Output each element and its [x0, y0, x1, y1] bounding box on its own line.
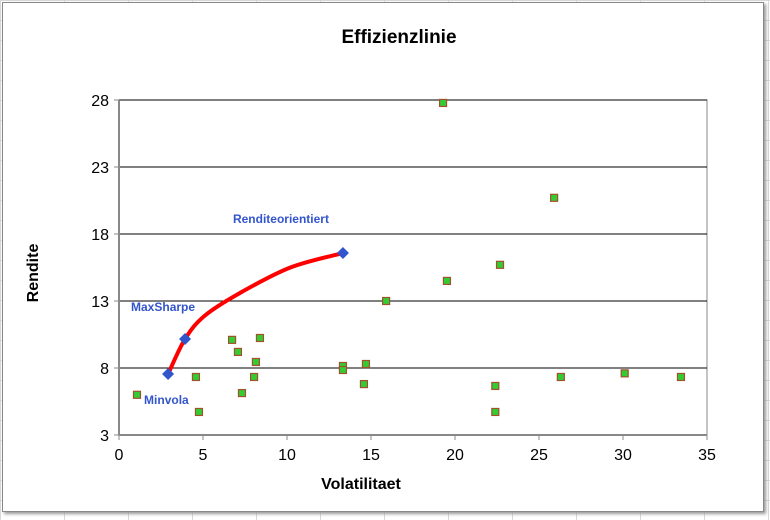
asset-point: [361, 359, 371, 369]
asset-point: [227, 335, 237, 344]
portfolio-label: Renditeorientiert: [233, 212, 329, 226]
y-tick-label: 18: [91, 227, 109, 244]
portfolio-marker: [179, 333, 192, 346]
asset-point: [233, 347, 243, 357]
portfolio-marker: [336, 247, 349, 260]
x-tick-label: 30: [614, 447, 632, 464]
scatter-chart: Effizienzlinie Volatilitaet Rendite 3 8 13…: [25, 27, 716, 493]
asset-point: [382, 296, 391, 306]
asset-point: [191, 372, 201, 382]
x-tick-label: 5: [199, 447, 208, 464]
asset-point: [255, 333, 265, 343]
asset-point: [491, 381, 500, 391]
asset-point: [338, 365, 348, 375]
asset-point: [495, 260, 505, 269]
x-tick-label: 20: [446, 447, 464, 464]
asset-point: [550, 193, 559, 202]
asset-point: [438, 98, 448, 108]
chart-title: Effizienzlinie: [341, 27, 456, 48]
y-tick-label: 28: [91, 93, 109, 110]
y-tick-label: 3: [100, 428, 109, 445]
portfolio-label: Minvola: [144, 393, 189, 407]
asset-point: [620, 369, 629, 378]
asset-point: [194, 407, 204, 417]
asset-point: [676, 372, 686, 382]
plot-area: [118, 99, 708, 436]
y-tick-label: 8: [100, 361, 109, 378]
x-tick-label: 15: [362, 447, 380, 464]
y-tick-label: 23: [91, 160, 109, 177]
asset-point: [237, 388, 247, 398]
chart-area[interactable]: Effizienzlinie Volatilitaet Rendite 3 8 13…: [2, 2, 764, 512]
asset-point: [491, 407, 500, 417]
x-tick-label: 35: [698, 447, 716, 464]
asset-point: [132, 390, 142, 399]
portfolio-marker: [162, 368, 175, 381]
x-tick-label: 10: [278, 447, 296, 464]
y-tick-label: 13: [91, 294, 109, 311]
asset-point: [249, 372, 259, 382]
asset-point: [251, 357, 261, 367]
y-axis-label: Rendite: [25, 244, 42, 303]
asset-point: [556, 372, 565, 382]
x-tick-label: 25: [530, 447, 548, 464]
asset-point: [442, 276, 452, 285]
x-tick-label: 0: [115, 447, 124, 464]
asset-point: [359, 379, 369, 389]
portfolio-label: MaxSharpe: [131, 300, 195, 314]
x-axis-label: Volatilitaet: [321, 476, 401, 493]
